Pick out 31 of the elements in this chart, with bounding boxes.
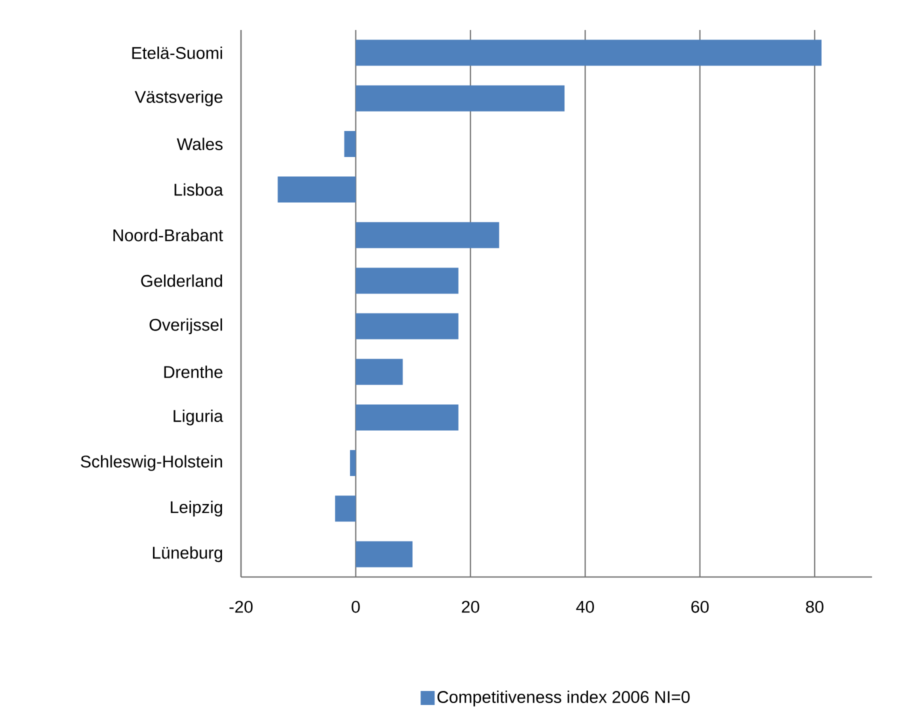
bar xyxy=(356,40,822,66)
bar xyxy=(335,496,356,522)
legend-label: Competitiveness index 2006 NI=0 xyxy=(438,690,690,706)
bar xyxy=(278,176,356,203)
bar xyxy=(356,268,458,294)
y-tick-label: Leipzig xyxy=(170,500,222,517)
y-tick-label: Lüneburg xyxy=(152,546,222,562)
y-tick-label: Gelderland xyxy=(141,274,222,287)
bar xyxy=(356,313,458,340)
bar xyxy=(356,358,403,385)
x-tick-label: 0 xyxy=(352,600,360,613)
bar xyxy=(344,130,356,157)
y-tick-label: Etelä-Suomi xyxy=(132,46,222,60)
y-tick-label: Noord-Brabant xyxy=(113,228,224,242)
x-tick-label: 40 xyxy=(576,600,594,613)
y-tick-label: Drenthe xyxy=(164,366,222,378)
bar xyxy=(350,450,356,476)
bar xyxy=(356,85,565,112)
bar xyxy=(356,541,413,568)
bar xyxy=(356,222,500,248)
bar xyxy=(356,404,458,430)
y-tick-label: Wales xyxy=(176,138,223,150)
x-tick-label: 60 xyxy=(691,600,709,613)
x-tick-label: -20 xyxy=(230,600,253,613)
y-tick-label: Overijssel xyxy=(150,318,222,334)
y-tick-label: Schleswig-Holstein xyxy=(80,455,222,471)
x-tick-label: 20 xyxy=(462,600,480,613)
y-tick-label: Västsverige xyxy=(134,90,222,106)
x-tick-label: 80 xyxy=(806,600,824,613)
y-tick-label: Liguria xyxy=(174,410,224,426)
y-tick-label: Lisboa xyxy=(174,183,224,196)
